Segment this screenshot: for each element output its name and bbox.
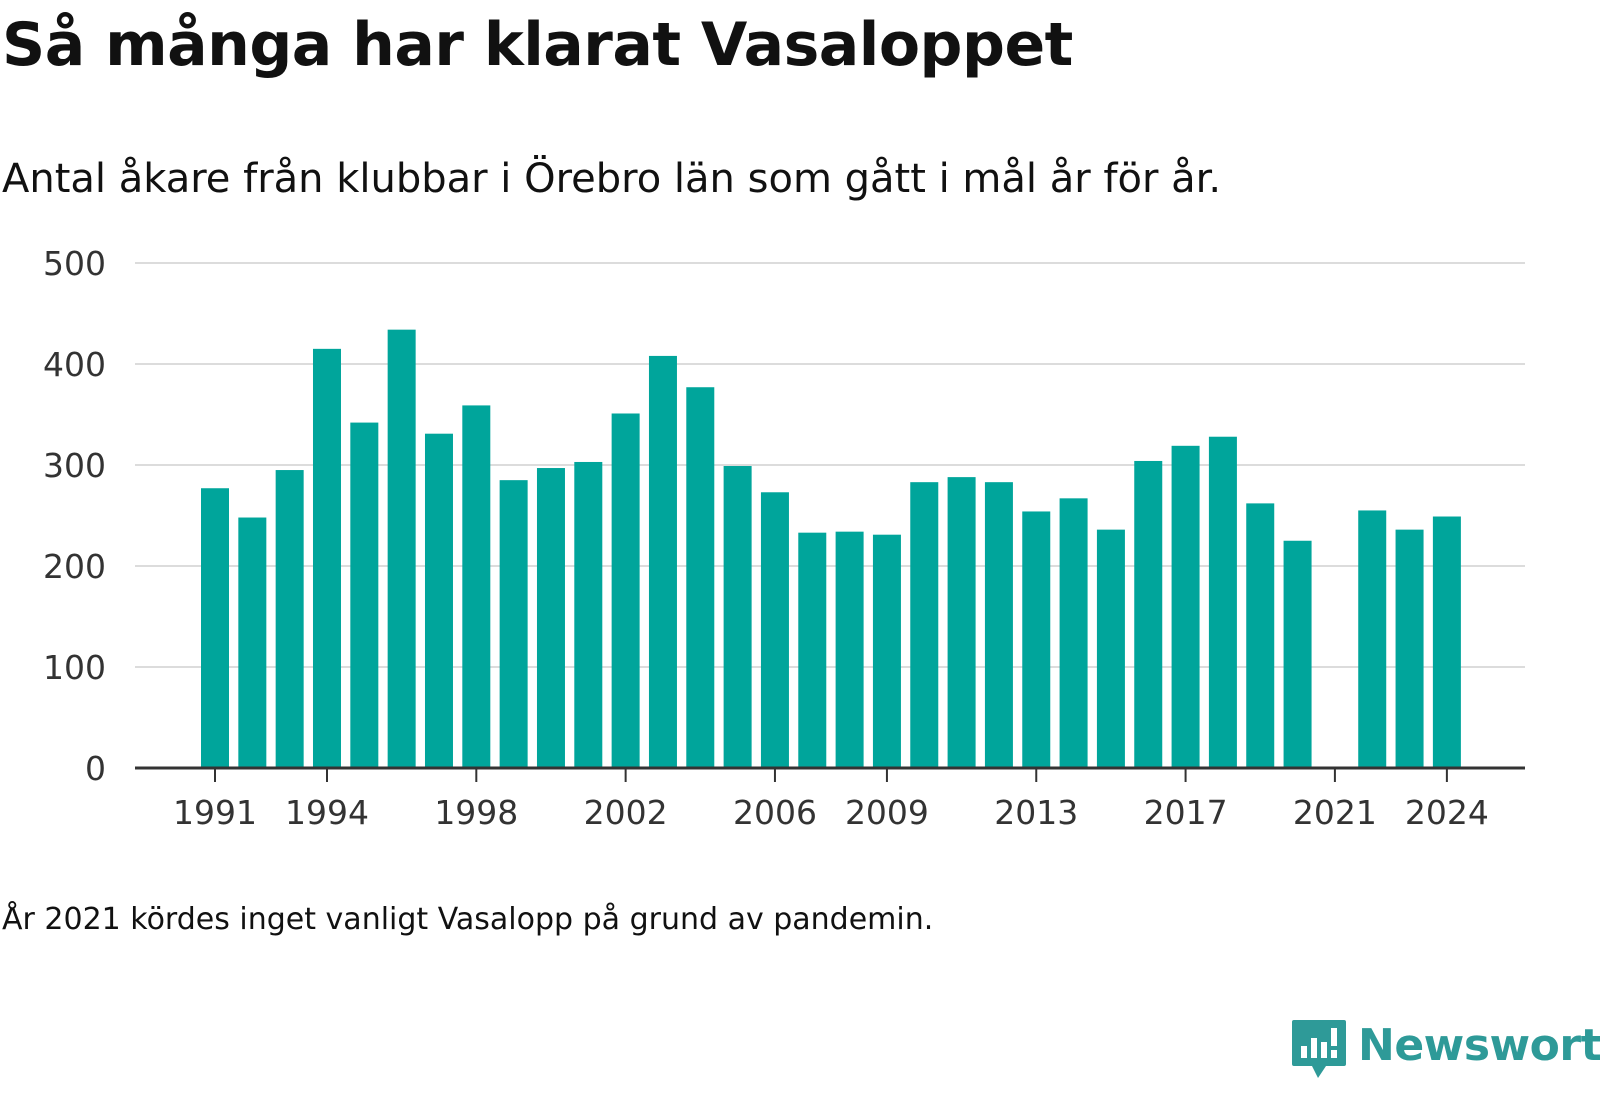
y-tick-label: 400 — [43, 345, 106, 384]
bar-1991 — [201, 488, 229, 768]
bar-1992 — [238, 517, 267, 768]
chart-footnote: År 2021 kördes inget vanligt Vasalopp på… — [2, 902, 934, 937]
bar-2002 — [611, 413, 640, 768]
bar-2010 — [910, 482, 939, 768]
bar-2007 — [798, 532, 827, 768]
x-tick-label: 2006 — [733, 793, 817, 832]
bar-2017 — [1171, 445, 1200, 768]
x-tick-label: 2009 — [845, 793, 929, 832]
bar-2012 — [984, 482, 1013, 768]
x-tick-label: 1991 — [173, 793, 257, 832]
y-tick-label: 0 — [85, 749, 106, 788]
x-tick-label: 2024 — [1405, 793, 1489, 832]
bar-1995 — [350, 422, 379, 768]
brand-logo: Newsworthy — [1290, 1018, 1600, 1084]
bar-1996 — [387, 329, 416, 768]
bar-2006 — [760, 492, 789, 768]
bar-2020 — [1283, 540, 1312, 768]
brand-name: Newsworthy — [1358, 1020, 1600, 1071]
x-tick-label: 2021 — [1293, 793, 1377, 832]
bar-2019 — [1246, 503, 1275, 768]
bar-2013 — [1022, 511, 1051, 768]
y-tick-label: 200 — [43, 547, 106, 586]
x-tick-label: 1994 — [285, 793, 369, 832]
bar-2004 — [686, 387, 715, 768]
bar-2005 — [723, 466, 752, 768]
bar-1997 — [424, 433, 453, 768]
bar-2011 — [947, 477, 976, 768]
bar-2009 — [872, 534, 901, 768]
bar-2015 — [1096, 529, 1125, 768]
bar-2001 — [574, 461, 603, 768]
bar-chart: 0 100 200 300 400 500 1991 1994 1998 2002 2006 2009… — [43, 244, 1525, 832]
newsworthy-logo-icon — [1292, 1020, 1346, 1078]
x-tick-label: 2017 — [1144, 793, 1228, 832]
chart-title: Så många har klarat Vasaloppet — [2, 10, 1073, 80]
bar-2016 — [1134, 460, 1163, 768]
bar-1993 — [275, 470, 304, 768]
bar-1998 — [462, 405, 491, 768]
x-tick-label: 2002 — [584, 793, 668, 832]
y-tick-label: 300 — [43, 446, 106, 485]
bar-2018 — [1208, 436, 1237, 768]
bar-2008 — [835, 531, 864, 768]
bar-2003 — [648, 355, 677, 768]
x-tick-label: 1998 — [434, 793, 518, 832]
bar-2023 — [1395, 529, 1424, 768]
x-tick-label: 2013 — [994, 793, 1078, 832]
bar-1999 — [499, 480, 528, 768]
bar-2014 — [1059, 498, 1088, 768]
bar-1994 — [312, 348, 341, 768]
bar-2022 — [1358, 510, 1387, 768]
bar-2000 — [536, 468, 565, 768]
y-tick-label: 100 — [43, 648, 106, 687]
y-tick-label: 500 — [43, 244, 106, 283]
bar-2024 — [1432, 516, 1461, 768]
chart-subtitle: Antal åkare från klubbar i Örebro län so… — [2, 156, 1222, 202]
